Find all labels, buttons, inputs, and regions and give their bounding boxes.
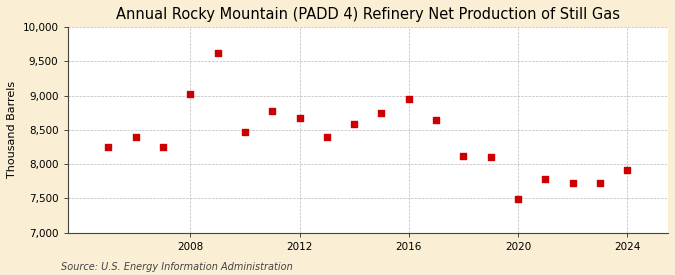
Point bbox=[158, 145, 169, 149]
Point bbox=[212, 51, 223, 56]
Point bbox=[321, 135, 332, 140]
Point bbox=[185, 92, 196, 96]
Text: Source: U.S. Energy Information Administration: Source: U.S. Energy Information Administ… bbox=[61, 262, 292, 272]
Point bbox=[376, 111, 387, 116]
Y-axis label: Thousand Barrels: Thousand Barrels bbox=[7, 81, 17, 178]
Point bbox=[595, 181, 605, 185]
Point bbox=[404, 97, 414, 101]
Point bbox=[567, 180, 578, 185]
Point bbox=[431, 117, 441, 122]
Point bbox=[294, 116, 305, 120]
Point bbox=[458, 154, 468, 158]
Point bbox=[622, 168, 632, 172]
Point bbox=[103, 145, 114, 149]
Point bbox=[349, 122, 360, 127]
Point bbox=[540, 177, 551, 182]
Point bbox=[485, 154, 496, 159]
Point bbox=[130, 134, 141, 139]
Point bbox=[240, 130, 250, 134]
Point bbox=[512, 197, 523, 201]
Point bbox=[267, 109, 277, 113]
Title: Annual Rocky Mountain (PADD 4) Refinery Net Production of Still Gas: Annual Rocky Mountain (PADD 4) Refinery … bbox=[116, 7, 620, 22]
